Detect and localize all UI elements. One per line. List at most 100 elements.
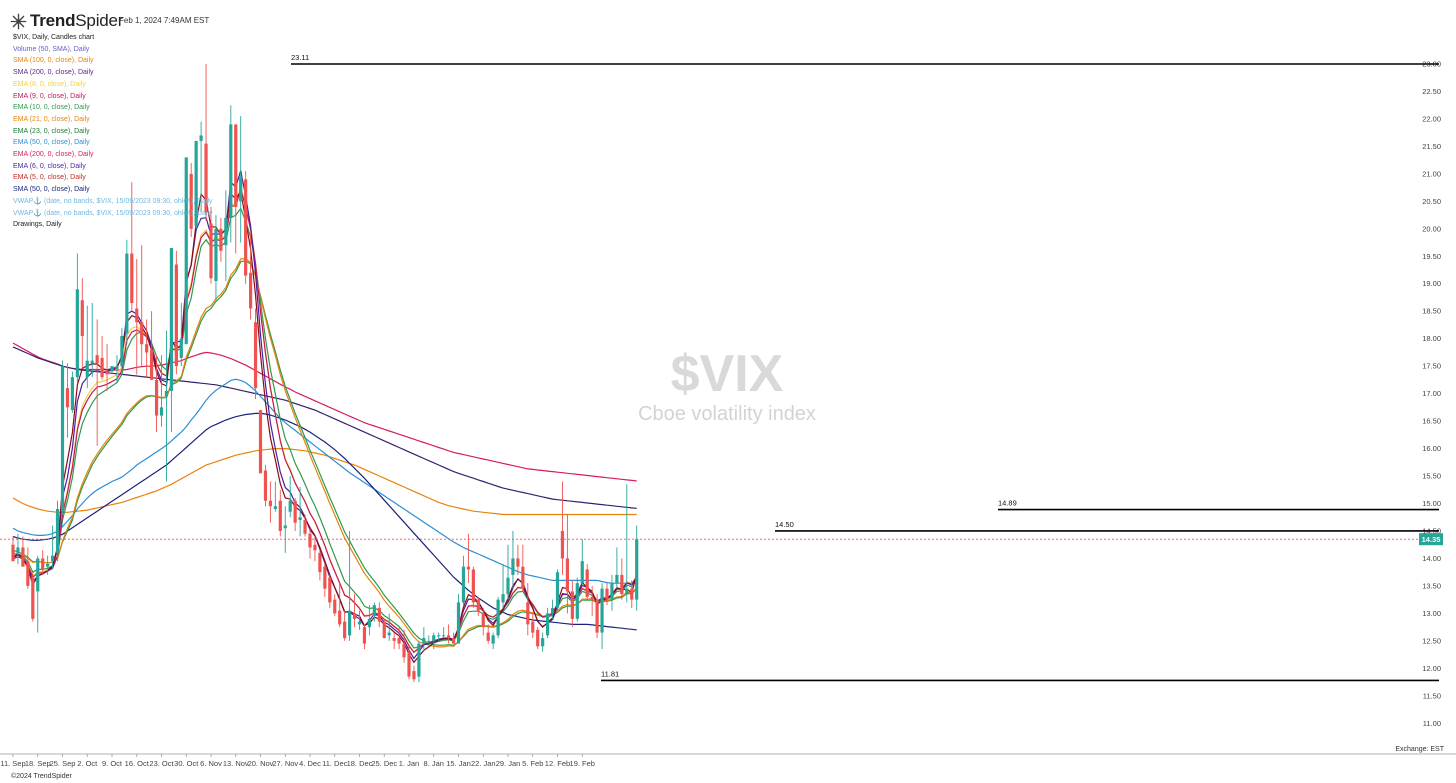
candle-body (46, 563, 50, 567)
chart-timestamp: Feb 1, 2024 7:49AM EST (119, 16, 210, 25)
candle-body (605, 588, 609, 600)
candle (204, 63, 208, 221)
legend-item[interactable]: EMA (21, 0, close), Daily (13, 115, 90, 123)
indicator-line (12, 342, 637, 482)
y-tick-label: 21.00 (1422, 169, 1441, 178)
candle-body (461, 566, 466, 603)
candle (263, 465, 268, 507)
candle-body (115, 366, 119, 369)
brand-logo[interactable]: TrendSpider (10, 11, 123, 31)
candle (333, 594, 337, 617)
x-tick-label: 25. Dec (371, 759, 397, 768)
candle (288, 476, 292, 518)
candle (516, 544, 520, 575)
candle (357, 610, 362, 630)
candle (75, 253, 79, 383)
y-tick-label: 13.00 (1422, 609, 1441, 618)
candle-body (11, 544, 15, 562)
legend-item[interactable]: EMA (9, 0, close), Daily (13, 92, 86, 100)
candle (447, 624, 451, 644)
indicator-line (12, 448, 637, 516)
candle-body (392, 638, 396, 641)
legend-item[interactable]: EMA (5, 0, close), Daily (13, 174, 86, 182)
candle-body (511, 558, 515, 575)
candle-body (352, 613, 357, 619)
candle-body (382, 621, 386, 639)
legend-item[interactable]: EMA (10, 0, close), Daily (13, 104, 90, 112)
candle-body (531, 621, 535, 633)
legend-item[interactable]: SMA (50, 0, close), Daily (13, 186, 90, 194)
candle (249, 231, 253, 320)
candle (546, 607, 550, 639)
y-tick-label: 18.00 (1422, 334, 1441, 343)
candle (555, 569, 560, 611)
candle (575, 577, 579, 622)
exchange-label: Exchange: EST (1395, 746, 1444, 753)
last-price-value: 14.35 (1422, 535, 1441, 544)
candle-body (214, 228, 218, 282)
candles (11, 63, 639, 683)
y-tick-label: 12.00 (1422, 664, 1441, 673)
candle-body (565, 558, 569, 592)
candle-body (95, 355, 99, 364)
candle (367, 605, 371, 636)
legend-item[interactable]: Drawings, Daily (13, 221, 62, 229)
x-tick-label: 30. Oct (174, 759, 199, 768)
candle-body (372, 605, 376, 617)
candle (36, 555, 40, 633)
legend-item[interactable]: VWAP⚓ (date, no bands, $VIX, 15/09/2023 … (13, 209, 213, 217)
y-tick-label: 20.50 (1422, 197, 1441, 206)
candle-body (85, 360, 89, 378)
legend-item[interactable]: SMA (200, 0, close), Daily (13, 69, 94, 77)
legend-item[interactable]: EMA (200, 0, close), Daily (13, 151, 94, 159)
candle (80, 278, 84, 369)
candle-body (244, 179, 248, 276)
watermark-name: Cboe volatility index (638, 403, 816, 425)
candle-body (234, 124, 238, 207)
candle-body (422, 638, 426, 644)
candle (496, 596, 500, 639)
candle-body (258, 410, 263, 474)
candle-body (620, 574, 624, 595)
y-tick-label: 15.00 (1422, 499, 1441, 508)
legend-item[interactable]: SMA (100, 0, close), Daily (13, 57, 94, 65)
candle (630, 580, 634, 608)
candle (565, 514, 569, 614)
legend-item[interactable]: Volume (50, SMA), Daily (13, 45, 90, 53)
candle-body (293, 500, 297, 523)
candle-body (60, 366, 65, 512)
candle-body (402, 643, 406, 658)
candle-body (164, 390, 169, 397)
candle (506, 544, 510, 600)
legend-item[interactable]: VWAP⚓ (date, no bands, $VIX, 15/09/2023 … (13, 197, 213, 205)
candle-body (442, 635, 446, 637)
candle (90, 302, 94, 378)
candle-body (273, 506, 277, 509)
candle (595, 594, 599, 639)
candle-body (600, 588, 604, 633)
horizontal-levels[interactable]: 23.11 14.89 14.50 11.81 (291, 53, 1439, 682)
y-tick-label: 12.50 (1422, 636, 1441, 645)
candle (427, 635, 431, 644)
candle-body (377, 607, 381, 622)
candle-body (471, 569, 475, 603)
indicator-line (12, 257, 638, 648)
legend-item[interactable]: EMA (50, 0, close), Daily (13, 139, 90, 147)
candle-body (323, 566, 327, 589)
candle-body (491, 635, 495, 644)
candle (521, 544, 525, 592)
legend-item[interactable]: $VIX, Daily, Candles chart (13, 34, 95, 41)
candle (432, 632, 436, 650)
legend-item[interactable]: EMA (6, 0, close), Daily (13, 162, 86, 170)
candle-body (412, 671, 416, 680)
candle-body (209, 223, 213, 279)
y-tick-label: 21.50 (1422, 142, 1441, 151)
x-tick-label: 8. Jan (424, 759, 444, 768)
legend-item[interactable]: EMA (8, 0, close), Daily (13, 80, 86, 88)
candle-body (625, 588, 629, 595)
candle (60, 360, 65, 515)
candle-body (51, 555, 55, 562)
legend-item[interactable]: EMA (23, 0, close), Daily (13, 127, 90, 135)
